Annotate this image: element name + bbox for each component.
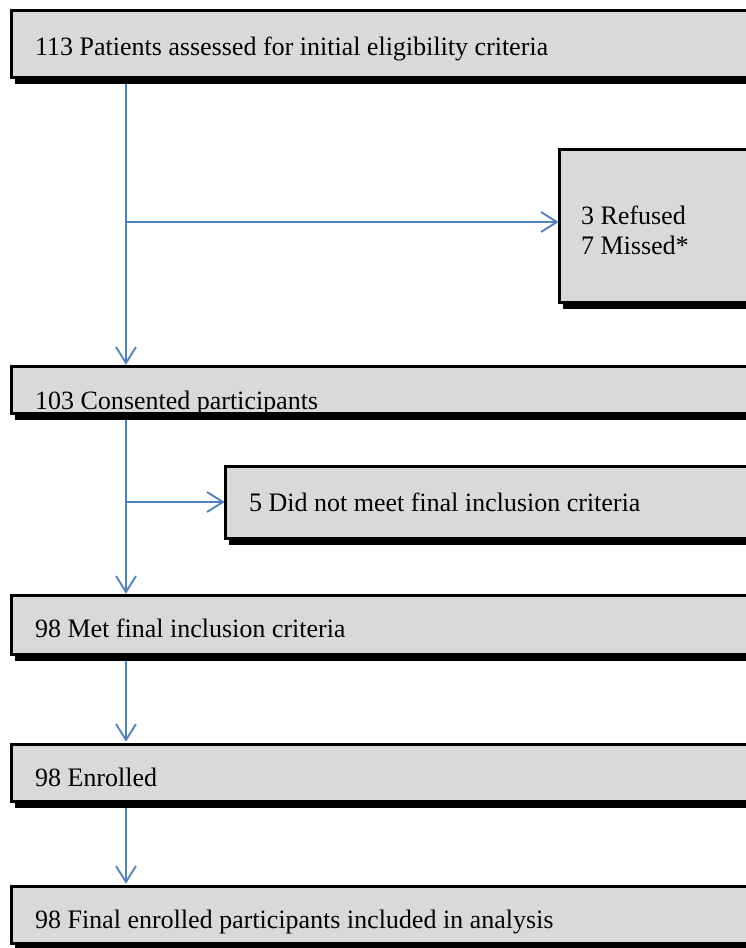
consented-label: 103 Consented participants [35,386,319,415]
met-box: 98 Met final inclusion criteria [10,594,746,656]
arrowhead-final [115,865,137,884]
excluded-box: 3 Refused 7 Missed* [558,148,746,304]
arrowhead-excluded [540,211,559,233]
enrolled-label: 98 Enrolled [35,763,158,792]
not-met-box: 5 Did not meet final inclusion criteria [224,465,746,540]
arrowhead-met [115,575,137,594]
assessed-box: 113 Patients assessed for initial eligib… [10,9,746,79]
final-label: 98 Final enrolled participants included … [35,905,554,934]
excluded-label: 3 Refused 7 Missed* [581,201,689,261]
enrolled-box: 98 Enrolled [10,743,746,803]
missed-count: 7 Missed* [581,231,689,260]
arrowhead-consented [115,346,137,365]
met-label: 98 Met final inclusion criteria [35,614,346,643]
consented-box: 103 Consented participants [10,365,746,415]
refused-count: 3 Refused [581,201,686,230]
final-box: 98 Final enrolled participants included … [10,885,746,945]
assessed-label: 113 Patients assessed for initial eligib… [35,32,549,61]
arrowhead-not-met [206,491,225,513]
arrowhead-enrolled [115,723,137,742]
not-met-label: 5 Did not meet final inclusion criteria [249,488,641,517]
